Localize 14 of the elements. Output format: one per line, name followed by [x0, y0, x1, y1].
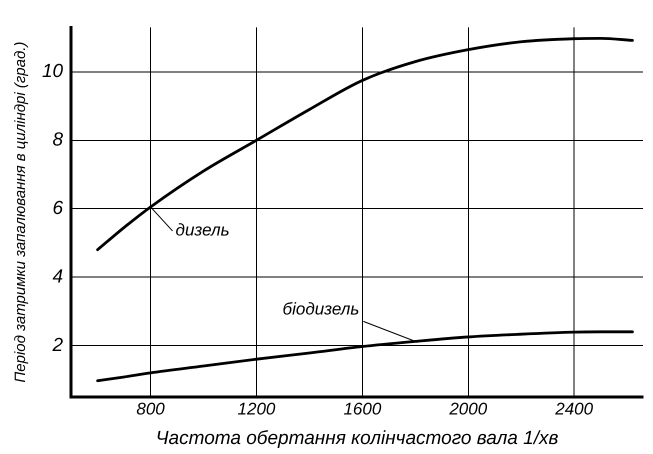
y-tick-label: 10 — [42, 61, 64, 82]
x-tick-label: 2000 — [448, 400, 488, 419]
y-tick-label: 4 — [52, 266, 64, 288]
x-tick-label: 1600 — [343, 400, 382, 419]
legend-label: дизель — [176, 220, 230, 240]
x-tick-label: 2400 — [554, 400, 594, 419]
x-tick-label: 800 — [136, 400, 166, 419]
y-tick-label: 6 — [52, 198, 64, 219]
y-axis-title: Період затримки запалювання в циліндрі (град.) — [12, 42, 30, 383]
y-tick-label: 2 — [52, 334, 64, 356]
x-tick-label: 1200 — [238, 400, 276, 419]
y-tick-label: 8 — [52, 130, 64, 151]
x-axis-title: Частота обертання колінчастого вала 1/хв — [156, 428, 558, 449]
series-label: біодизель — [282, 300, 360, 319]
